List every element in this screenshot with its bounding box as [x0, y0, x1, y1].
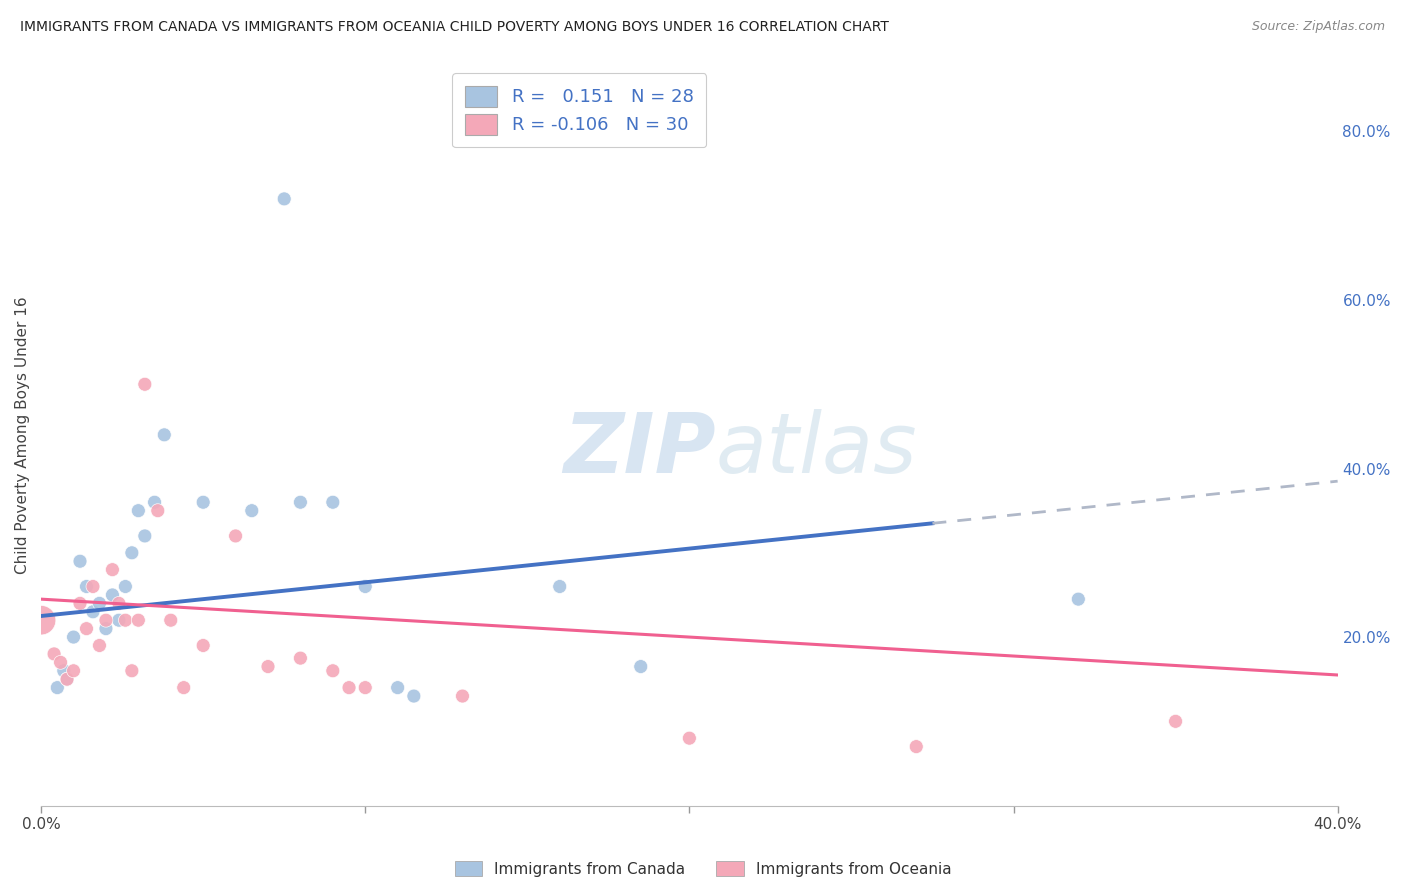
Point [173, 681, 195, 695]
Point [134, 377, 156, 392]
Point [257, 659, 280, 673]
Point [62, 664, 84, 678]
Point [49, 656, 72, 670]
Point [56, 672, 79, 686]
Point [153, 427, 176, 442]
Point [62, 630, 84, 644]
Point [193, 639, 215, 653]
Point [46, 681, 69, 695]
Legend: R =   0.151   N = 28, R = -0.106   N = 30: R = 0.151 N = 28, R = -0.106 N = 30 [453, 73, 706, 147]
Point [89, 639, 111, 653]
Point [354, 681, 377, 695]
Point [121, 664, 143, 678]
Point [678, 731, 700, 746]
Point [193, 495, 215, 509]
Point [82, 580, 104, 594]
Point [69, 596, 91, 610]
Point [94, 622, 117, 636]
Point [337, 681, 360, 695]
Point [354, 580, 377, 594]
Point [56, 672, 79, 686]
Point [146, 503, 169, 517]
Point [322, 664, 344, 678]
Point [30, 613, 52, 627]
Point [159, 613, 181, 627]
Point [101, 588, 124, 602]
Point [402, 689, 425, 703]
Point [290, 651, 312, 665]
Point [101, 563, 124, 577]
Point [387, 681, 409, 695]
Point [127, 503, 149, 517]
Text: IMMIGRANTS FROM CANADA VS IMMIGRANTS FROM OCEANIA CHILD POVERTY AMONG BOYS UNDER: IMMIGRANTS FROM CANADA VS IMMIGRANTS FRO… [20, 20, 889, 34]
Point [82, 605, 104, 619]
Point [114, 613, 136, 627]
Point [143, 495, 166, 509]
Y-axis label: Child Poverty Among Boys Under 16: Child Poverty Among Boys Under 16 [15, 296, 30, 574]
Point [42, 647, 65, 661]
Point [630, 659, 652, 673]
Point [121, 546, 143, 560]
Point [225, 529, 247, 543]
Point [290, 495, 312, 509]
Point [905, 739, 928, 754]
Point [76, 622, 98, 636]
Point [108, 596, 131, 610]
Text: atlas: atlas [716, 409, 917, 491]
Point [108, 613, 131, 627]
Point [114, 580, 136, 594]
Point [548, 580, 571, 594]
Point [134, 529, 156, 543]
Point [273, 192, 295, 206]
Text: ZIP: ZIP [562, 409, 716, 491]
Point [1164, 714, 1187, 729]
Point [1067, 592, 1090, 607]
Point [89, 596, 111, 610]
Point [322, 495, 344, 509]
Point [451, 689, 474, 703]
Point [69, 554, 91, 568]
Legend: Immigrants from Canada, Immigrants from Oceania: Immigrants from Canada, Immigrants from … [447, 853, 959, 884]
Text: Source: ZipAtlas.com: Source: ZipAtlas.com [1251, 20, 1385, 33]
Point [52, 664, 75, 678]
Point [76, 580, 98, 594]
Point [240, 503, 263, 517]
Point [127, 613, 149, 627]
Point [94, 613, 117, 627]
